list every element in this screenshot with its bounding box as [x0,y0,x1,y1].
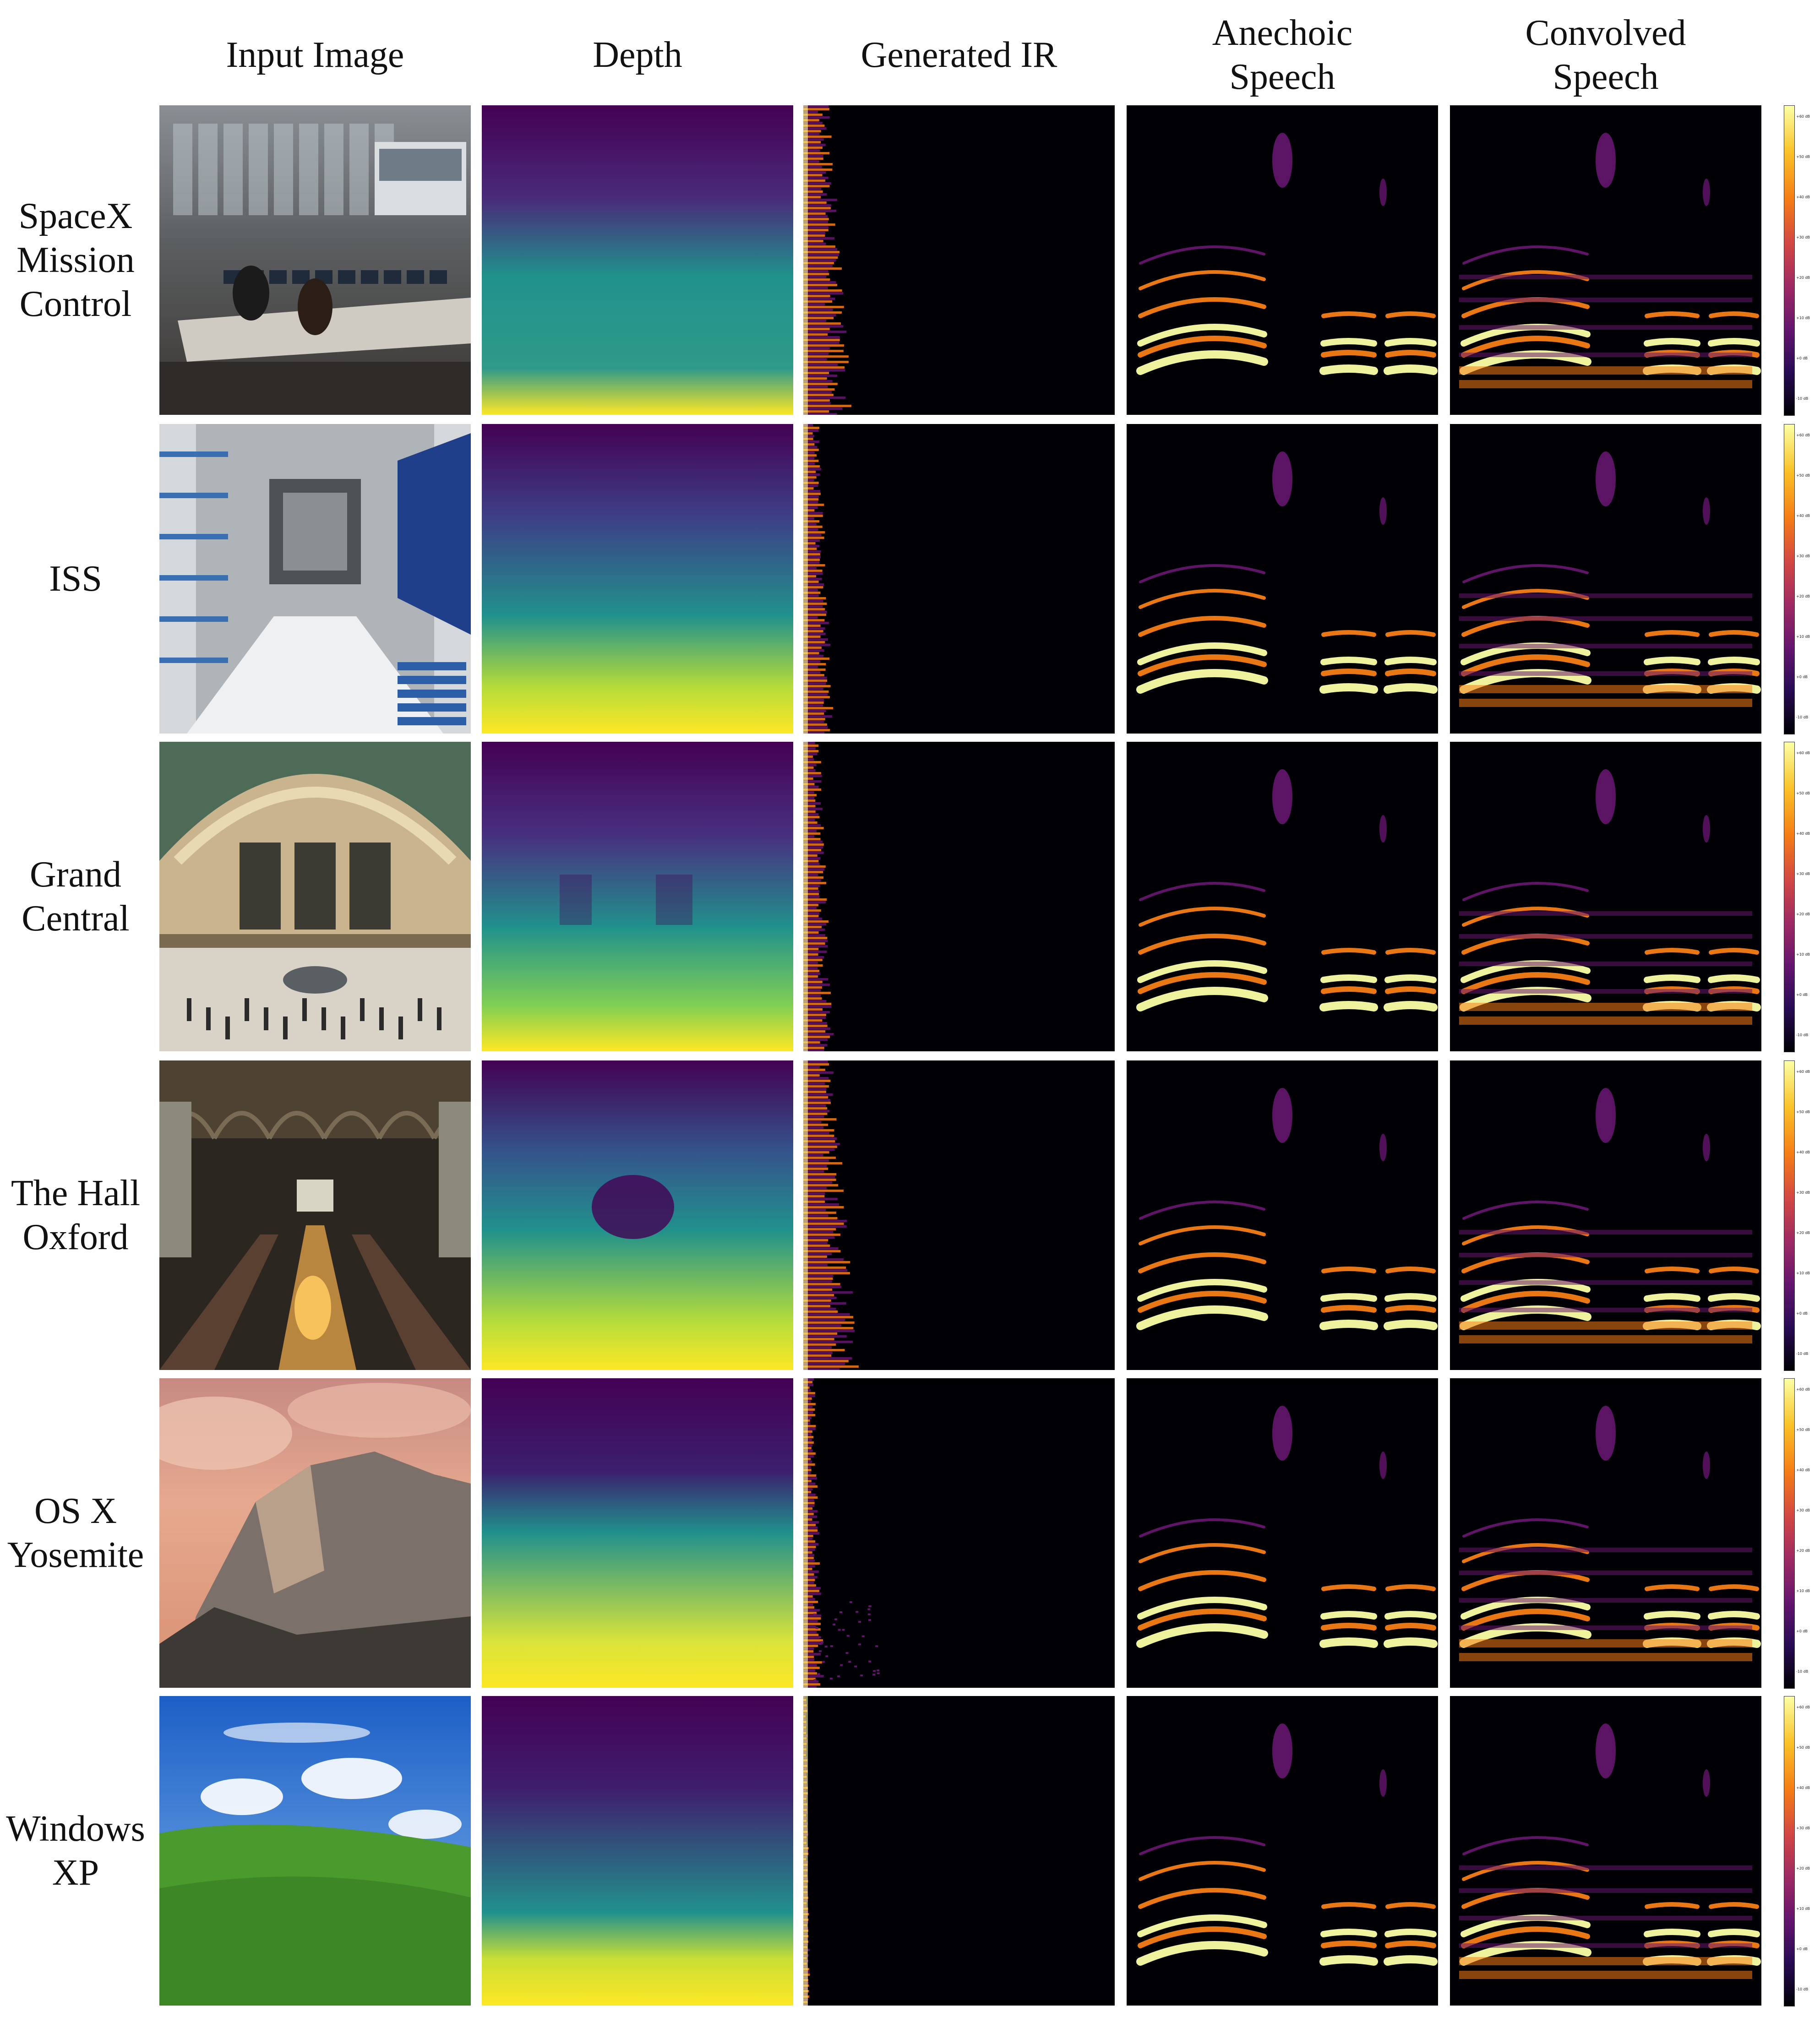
input-image [159,1378,471,1688]
depth-map [482,1696,793,2006]
column-header: Generated IR [861,35,1057,75]
convolved-speech-spectrogram [1450,105,1761,415]
colorbar-tick-label: -10 dB [1796,1352,1809,1356]
colorbar-tick-label: +10 dB [1796,1589,1810,1593]
colorbar-tick-label: +20 dB [1796,276,1810,280]
convolved-speech-spectrogram [1450,742,1761,1051]
colorbar-tick-label: +30 dB [1796,235,1810,239]
colorbar-tick-label: -10 dB [1796,1987,1809,1991]
convolved-speech-spectrogram [1450,424,1761,734]
colorbar-tick-label: +20 dB [1796,594,1810,598]
input-image [159,742,471,1051]
column-header: Anechoic Speech [1212,13,1353,97]
colorbar-tick-label: +60 dB [1796,114,1810,119]
colorbar-tick-label: +10 dB [1796,1907,1810,1911]
colorbar-tick-label: +10 dB [1796,316,1810,320]
depth-map [482,1378,793,1688]
depth-map [482,742,793,1051]
anechoic-speech-spectrogram [1127,105,1438,415]
colorbar-tick-label: +20 dB [1796,1231,1810,1235]
anechoic-speech-spectrogram [1127,1696,1438,2006]
colorbar: +60 dB +50 dB +40 dB +30 dB +20 dB +10 dB +0 d… [1784,105,1810,416]
colorbar-tick-label: -10 dB [1796,1033,1809,1037]
colorbar-tick-label: +0 dB [1796,675,1808,679]
column-header: Input Image [226,35,404,75]
anechoic-speech-spectrogram [1127,1378,1438,1688]
colorbar-tick-label: +0 dB [1796,356,1808,360]
input-image [159,105,471,415]
colorbar-tick-label: +60 dB [1796,433,1810,437]
colorbar-tick-label: +50 dB [1796,1110,1810,1114]
row-label: SpaceX Mission Control [16,196,135,324]
colorbar: +60 dB +50 dB +40 dB +30 dB +20 dB +10 dB +0 d… [1784,1378,1810,1689]
colorbar-tick-label: +10 dB [1796,952,1810,957]
colorbar-tick-label: -10 dB [1796,397,1809,401]
colorbar-tick-label: +50 dB [1796,1428,1810,1432]
depth-map [482,105,793,415]
anechoic-speech-spectrogram [1127,742,1438,1051]
colorbar-tick-label: +60 dB [1796,1387,1810,1392]
colorbar: +60 dB +50 dB +40 dB +30 dB +20 dB +10 dB +0 d… [1784,424,1810,734]
colorbar-tick-label: +50 dB [1796,155,1810,159]
row-label: Windows XP [6,1809,145,1893]
row-label: The Hall Oxford [11,1173,141,1257]
colorbar-tick-label: +50 dB [1796,473,1810,478]
generated-ir-spectrogram [803,1696,1115,2006]
colorbar-tick-label: +30 dB [1796,872,1810,876]
generated-ir-spectrogram [803,742,1115,1051]
depth-map [482,1060,793,1370]
colorbar-tick-label: +20 dB [1796,1549,1810,1553]
colorbar-tick-label: +50 dB [1796,1745,1810,1750]
colorbar-tick-label: +10 dB [1796,1271,1810,1275]
depth-map [482,424,793,734]
generated-ir-spectrogram [803,105,1115,415]
colorbar-tick-label: -10 dB [1796,715,1809,719]
anechoic-speech-spectrogram [1127,1060,1438,1370]
colorbar-tick-label: +10 dB [1796,635,1810,639]
colorbar-tick-label: +40 dB [1796,1468,1810,1472]
colorbar-tick-label: +40 dB [1796,195,1810,199]
input-image [159,424,471,734]
colorbar-tick-label: +0 dB [1796,993,1808,997]
colorbar-tick-label: +60 dB [1796,751,1810,755]
column-header: Convolved Speech [1525,13,1686,97]
convolved-speech-spectrogram [1450,1696,1761,2006]
colorbar-tick-label: +40 dB [1796,1786,1810,1790]
colorbar-tick-label: +30 dB [1796,1826,1810,1830]
input-image [159,1060,471,1370]
generated-ir-spectrogram [803,424,1115,734]
colorbar-tick-label: -10 dB [1796,1669,1809,1674]
colorbar-tick-label: +0 dB [1796,1629,1808,1633]
colorbar-tick-label: +30 dB [1796,554,1810,558]
colorbar-tick-label: +40 dB [1796,1150,1810,1154]
colorbar-tick-label: +0 dB [1796,1947,1808,1951]
colorbar-tick-label: +30 dB [1796,1191,1810,1195]
colorbar-tick-label: +50 dB [1796,791,1810,795]
colorbar: +60 dB +50 dB +40 dB +30 dB +20 dB +10 dB +0 d… [1784,1060,1810,1371]
colorbar-tick-label: +20 dB [1796,912,1810,916]
colorbar-tick-label: +40 dB [1796,832,1810,836]
convolved-speech-spectrogram [1450,1378,1761,1688]
row-label: ISS [49,559,102,599]
colorbar-tick-label: +60 dB [1796,1705,1810,1709]
colorbar-tick-label: +30 dB [1796,1508,1810,1512]
generated-ir-spectrogram [803,1378,1115,1688]
colorbar: +60 dB +50 dB +40 dB +30 dB +20 dB +10 dB +0 d… [1784,1696,1810,2006]
generated-ir-spectrogram [803,1060,1115,1370]
input-image [159,1696,471,2006]
row-label: OS X Yosemite [7,1491,144,1575]
anechoic-speech-spectrogram [1127,424,1438,734]
colorbar-tick-label: +20 dB [1796,1866,1810,1870]
colorbar-tick-label: +60 dB [1796,1070,1810,1074]
convolved-speech-spectrogram [1450,1060,1761,1370]
colorbar: +60 dB +50 dB +40 dB +30 dB +20 dB +10 dB +0 d… [1784,742,1810,1052]
colorbar-tick-label: +40 dB [1796,514,1810,518]
colorbar-tick-label: +0 dB [1796,1311,1808,1316]
column-header: Depth [593,35,682,75]
row-label: Grand Central [22,854,130,939]
